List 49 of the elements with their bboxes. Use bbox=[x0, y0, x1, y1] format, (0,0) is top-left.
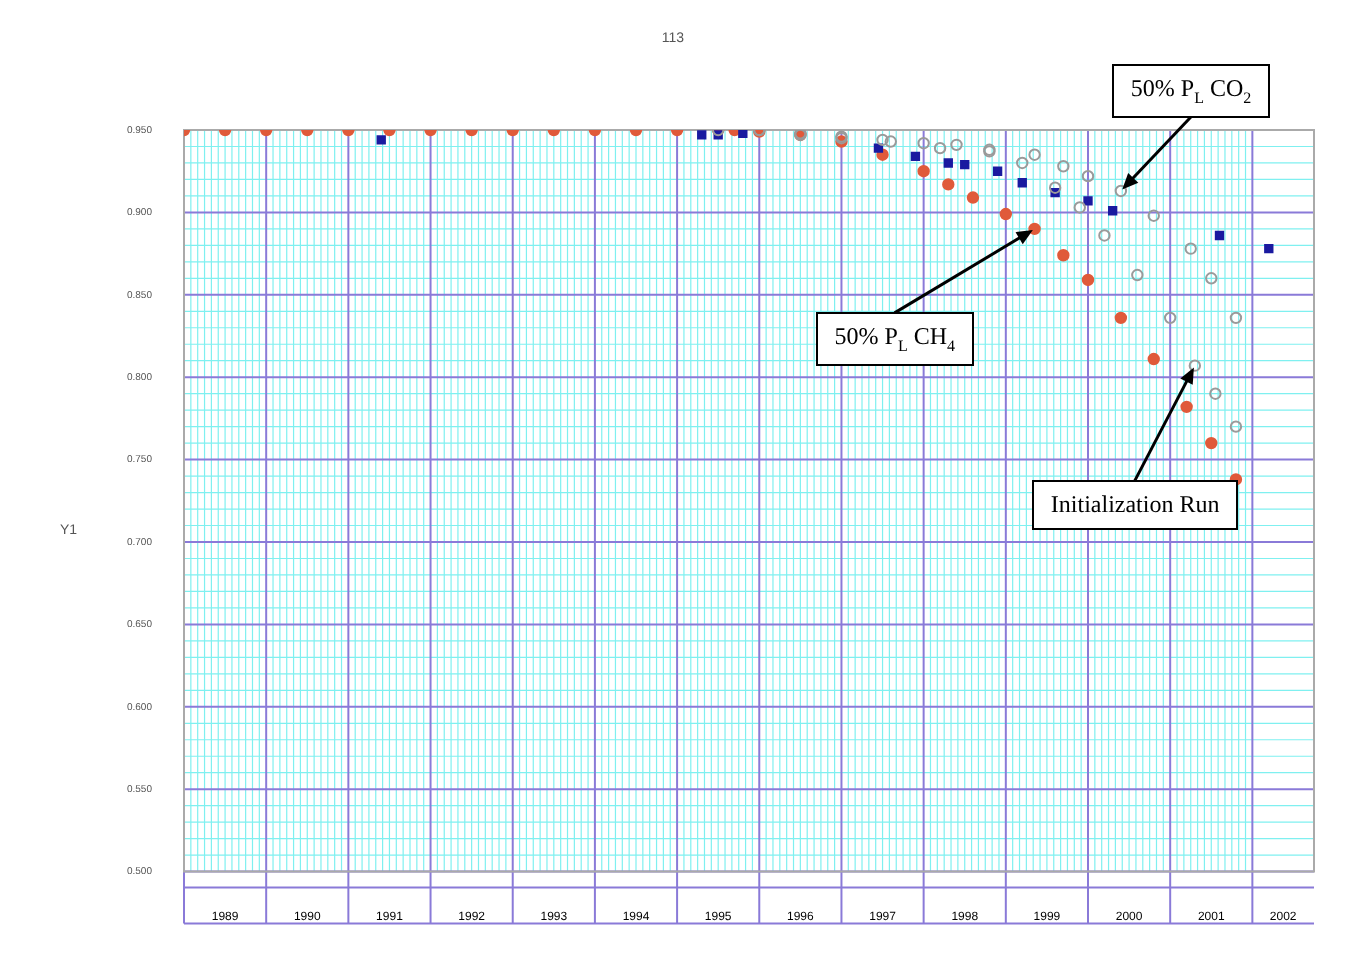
point bbox=[1214, 230, 1225, 241]
point bbox=[960, 159, 970, 170]
point bbox=[1131, 268, 1144, 282]
point bbox=[950, 138, 963, 152]
point bbox=[1147, 352, 1160, 366]
annotation: Initialization Run bbox=[1032, 480, 1238, 531]
point bbox=[1188, 359, 1202, 372]
point bbox=[933, 141, 947, 155]
point bbox=[942, 178, 955, 191]
point bbox=[910, 151, 921, 162]
point bbox=[1209, 387, 1222, 400]
point bbox=[1229, 420, 1243, 433]
point bbox=[943, 158, 953, 168]
point bbox=[966, 191, 980, 204]
point bbox=[1098, 229, 1111, 242]
point bbox=[1114, 311, 1128, 325]
point bbox=[1017, 178, 1027, 188]
point bbox=[884, 135, 897, 148]
point bbox=[738, 130, 748, 138]
point bbox=[873, 143, 884, 153]
point bbox=[1073, 201, 1086, 214]
point bbox=[999, 207, 1013, 221]
point bbox=[1205, 272, 1218, 285]
point bbox=[376, 135, 386, 145]
point bbox=[1163, 311, 1177, 325]
annotation: 50% P$_{L}$ CO$_{2}$ bbox=[1112, 64, 1270, 118]
point bbox=[1028, 148, 1041, 161]
point bbox=[1147, 209, 1160, 222]
annotation: 50% P$_{L}$ CH$_{4}$ bbox=[816, 312, 974, 366]
point bbox=[1057, 249, 1070, 262]
point bbox=[1107, 206, 1118, 216]
point bbox=[1057, 160, 1070, 173]
point bbox=[917, 136, 930, 150]
point bbox=[1114, 184, 1128, 198]
point bbox=[1205, 436, 1218, 450]
point bbox=[1081, 273, 1095, 287]
point bbox=[1083, 196, 1093, 206]
point bbox=[876, 133, 889, 147]
point bbox=[917, 165, 930, 178]
point bbox=[1264, 243, 1274, 254]
point bbox=[992, 166, 1003, 176]
point bbox=[1184, 242, 1197, 255]
point bbox=[1229, 311, 1243, 325]
point bbox=[1048, 181, 1062, 194]
point bbox=[1180, 400, 1193, 414]
point bbox=[1016, 156, 1029, 170]
point bbox=[1028, 222, 1041, 236]
point bbox=[1081, 169, 1095, 183]
point bbox=[697, 130, 707, 140]
